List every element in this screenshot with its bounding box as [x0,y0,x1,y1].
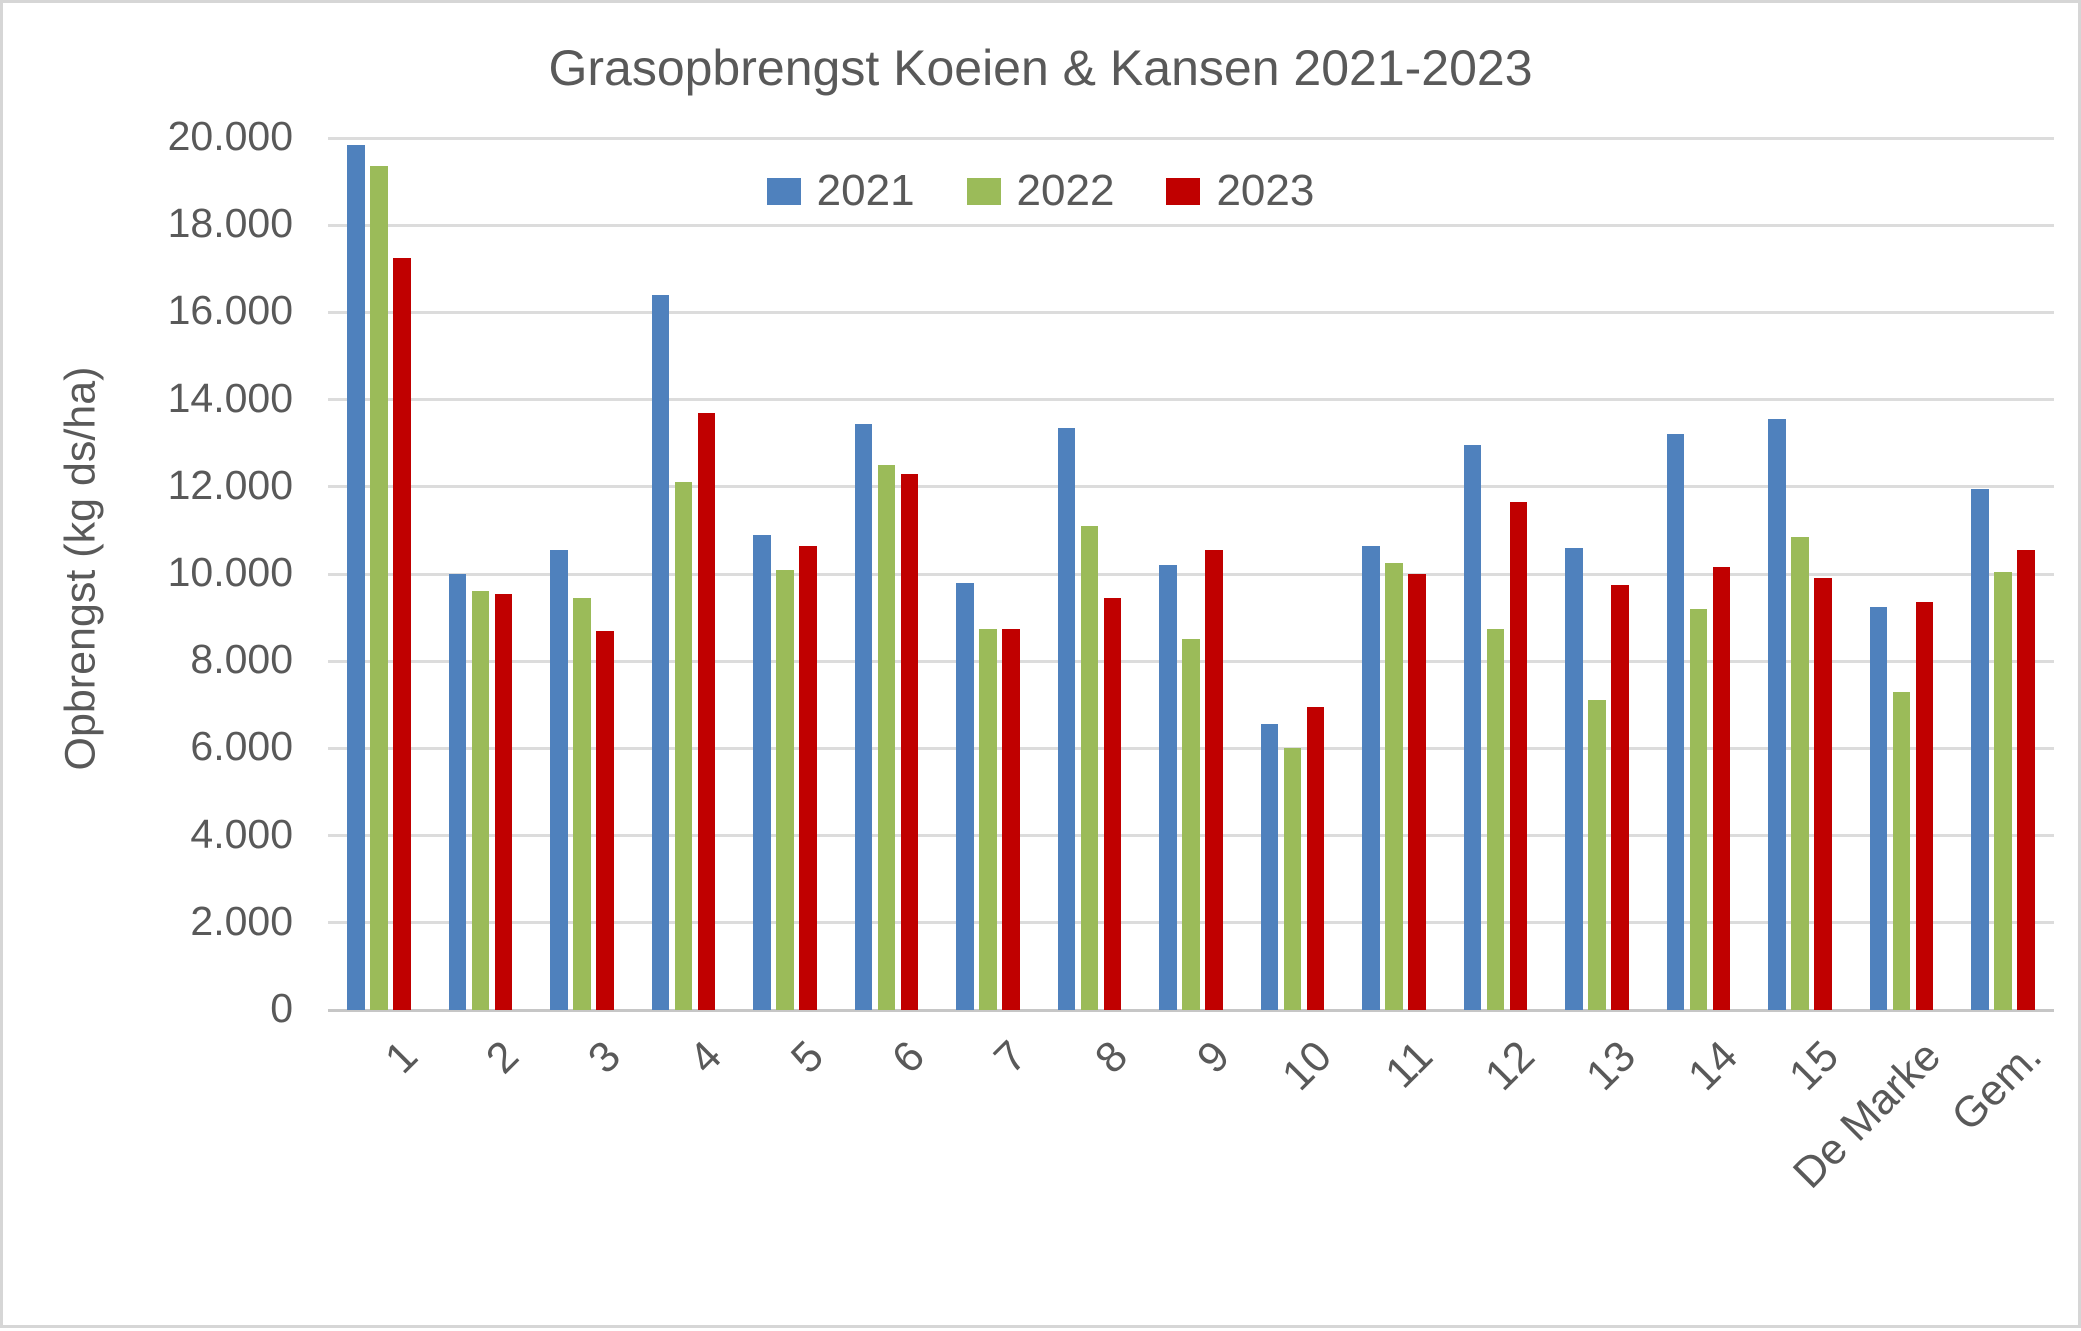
bar-2021-10 [1260,724,1279,1010]
bar-2021-11 [1362,545,1380,1010]
legend-item-2022: 2022 [966,166,1115,216]
legend-item-2023: 2023 [1166,166,1314,216]
bar-2022-8 [1080,526,1099,1010]
y-tick-label: 6.000 [190,723,293,770]
y-tick-label: 2.000 [190,897,293,944]
bar-2021-9 [1159,565,1177,1010]
bar-2022-1 [370,166,388,1010]
bar-2023-12 [1509,502,1528,1010]
bar-2022-6 [877,465,896,1010]
x-category-label: 13 [1577,1032,1646,1100]
bar-2023-3 [596,630,614,1010]
y-gridline [328,223,2054,227]
bar-2021-6 [854,423,873,1010]
y-gridline [328,398,2054,402]
x-category-label: 9 [1188,1032,1239,1083]
bar-2021-14 [1666,434,1685,1010]
bar-2021-gem- [1971,488,1989,1010]
legend-item-2021: 2021 [766,166,915,216]
bar-2021-15 [1768,419,1786,1010]
bar-2022-12 [1486,628,1505,1010]
bar-2021-8 [1057,427,1076,1010]
bar-2023-2 [494,593,513,1010]
bar-2022-13 [1588,700,1606,1010]
bar-2023-gem- [2017,550,2035,1010]
bar-2022-14 [1689,608,1708,1010]
bar-2021-5 [753,534,771,1010]
bar-2022-gem- [1994,571,2012,1010]
legend-swatch-icon [766,177,801,205]
plot-area: 0 2.000 4.000 6.000 8.000 10.000 12.000 14.000 1… [3,3,2081,1331]
bar-2023-4 [697,412,716,1010]
bar-2023-11 [1408,574,1426,1010]
x-category-label: Gem. [1942,1032,2052,1141]
x-axis-line [328,1008,2054,1012]
bar-2023-10 [1306,706,1325,1010]
x-category-label: 15 [1780,1032,1849,1100]
bar-2021-13 [1565,547,1583,1010]
bar-2023-15 [1814,578,1832,1010]
x-category-label: 4 [680,1032,732,1083]
x-category-label: 8 [1086,1032,1138,1083]
x-category-label: 12 [1475,1032,1544,1100]
y-tick-label: 4.000 [190,810,293,857]
bar-2022-10 [1283,748,1302,1010]
bar-2022-2 [471,591,490,1010]
legend-swatch-icon [1166,177,1201,205]
bar-2021-3 [550,550,568,1010]
bar-2022-11 [1385,563,1403,1010]
y-tick-label: 14.000 [167,374,293,421]
bar-2021-12 [1463,445,1482,1010]
bar-2022-9 [1182,639,1200,1010]
bar-2023-14 [1712,567,1731,1010]
x-category-label: 5 [781,1032,833,1083]
x-category-label: 1 [375,1032,427,1083]
x-category-label: 2 [477,1032,529,1083]
bar-2022-5 [776,569,794,1010]
x-category-label: 11 [1376,1032,1442,1098]
bar-2022-4 [674,482,693,1010]
bar-2023-7 [1002,628,1020,1010]
x-category-label: 10 [1272,1032,1341,1100]
x-category-label: 14 [1678,1032,1747,1100]
y-gridline [328,310,2054,314]
x-category-label: 6 [883,1032,935,1083]
bar-2021-2 [448,574,467,1010]
bar-2021-de-marke [1869,606,1888,1010]
bar-2023-6 [900,473,919,1010]
legend: 2021 2022 2023 [3,166,2078,216]
bar-2023-8 [1103,597,1122,1010]
y-tick-label: 0 [270,985,293,1031]
bar-2023-9 [1205,550,1223,1010]
bar-2022-7 [979,628,997,1010]
legend-label: 2021 [816,166,915,215]
bar-2023-1 [393,257,411,1010]
bar-2023-de-marke [1915,602,1934,1010]
legend-label: 2023 [1216,166,1315,215]
y-tick-label: 16.000 [167,287,293,334]
bar-2022-de-marke [1892,691,1911,1010]
bar-2021-1 [347,144,365,1010]
legend-swatch-icon [966,177,1001,205]
bar-2023-5 [799,545,817,1010]
bar-2021-7 [956,582,974,1010]
chart-title: Grasopbrengst Koeien & Kansen 2021-2023 [548,40,1533,96]
bar-2023-13 [1611,584,1629,1010]
y-tick-label: 10.000 [167,549,293,595]
bar-2021-4 [651,294,670,1010]
y-tick-label: 12.000 [167,461,293,508]
y-gridline [328,136,2054,140]
legend-label: 2022 [1016,166,1115,215]
y-tick-label: 8.000 [190,636,293,683]
bar-2022-15 [1791,536,1809,1010]
y-gridline [328,572,2054,576]
x-category-label: 3 [578,1032,630,1083]
y-gridline [328,485,2054,489]
y-tick-label: 20.000 [167,113,293,159]
bar-2022-3 [573,597,591,1010]
y-tick-label: 18.000 [167,200,293,247]
x-category-label: 7 [985,1032,1036,1083]
